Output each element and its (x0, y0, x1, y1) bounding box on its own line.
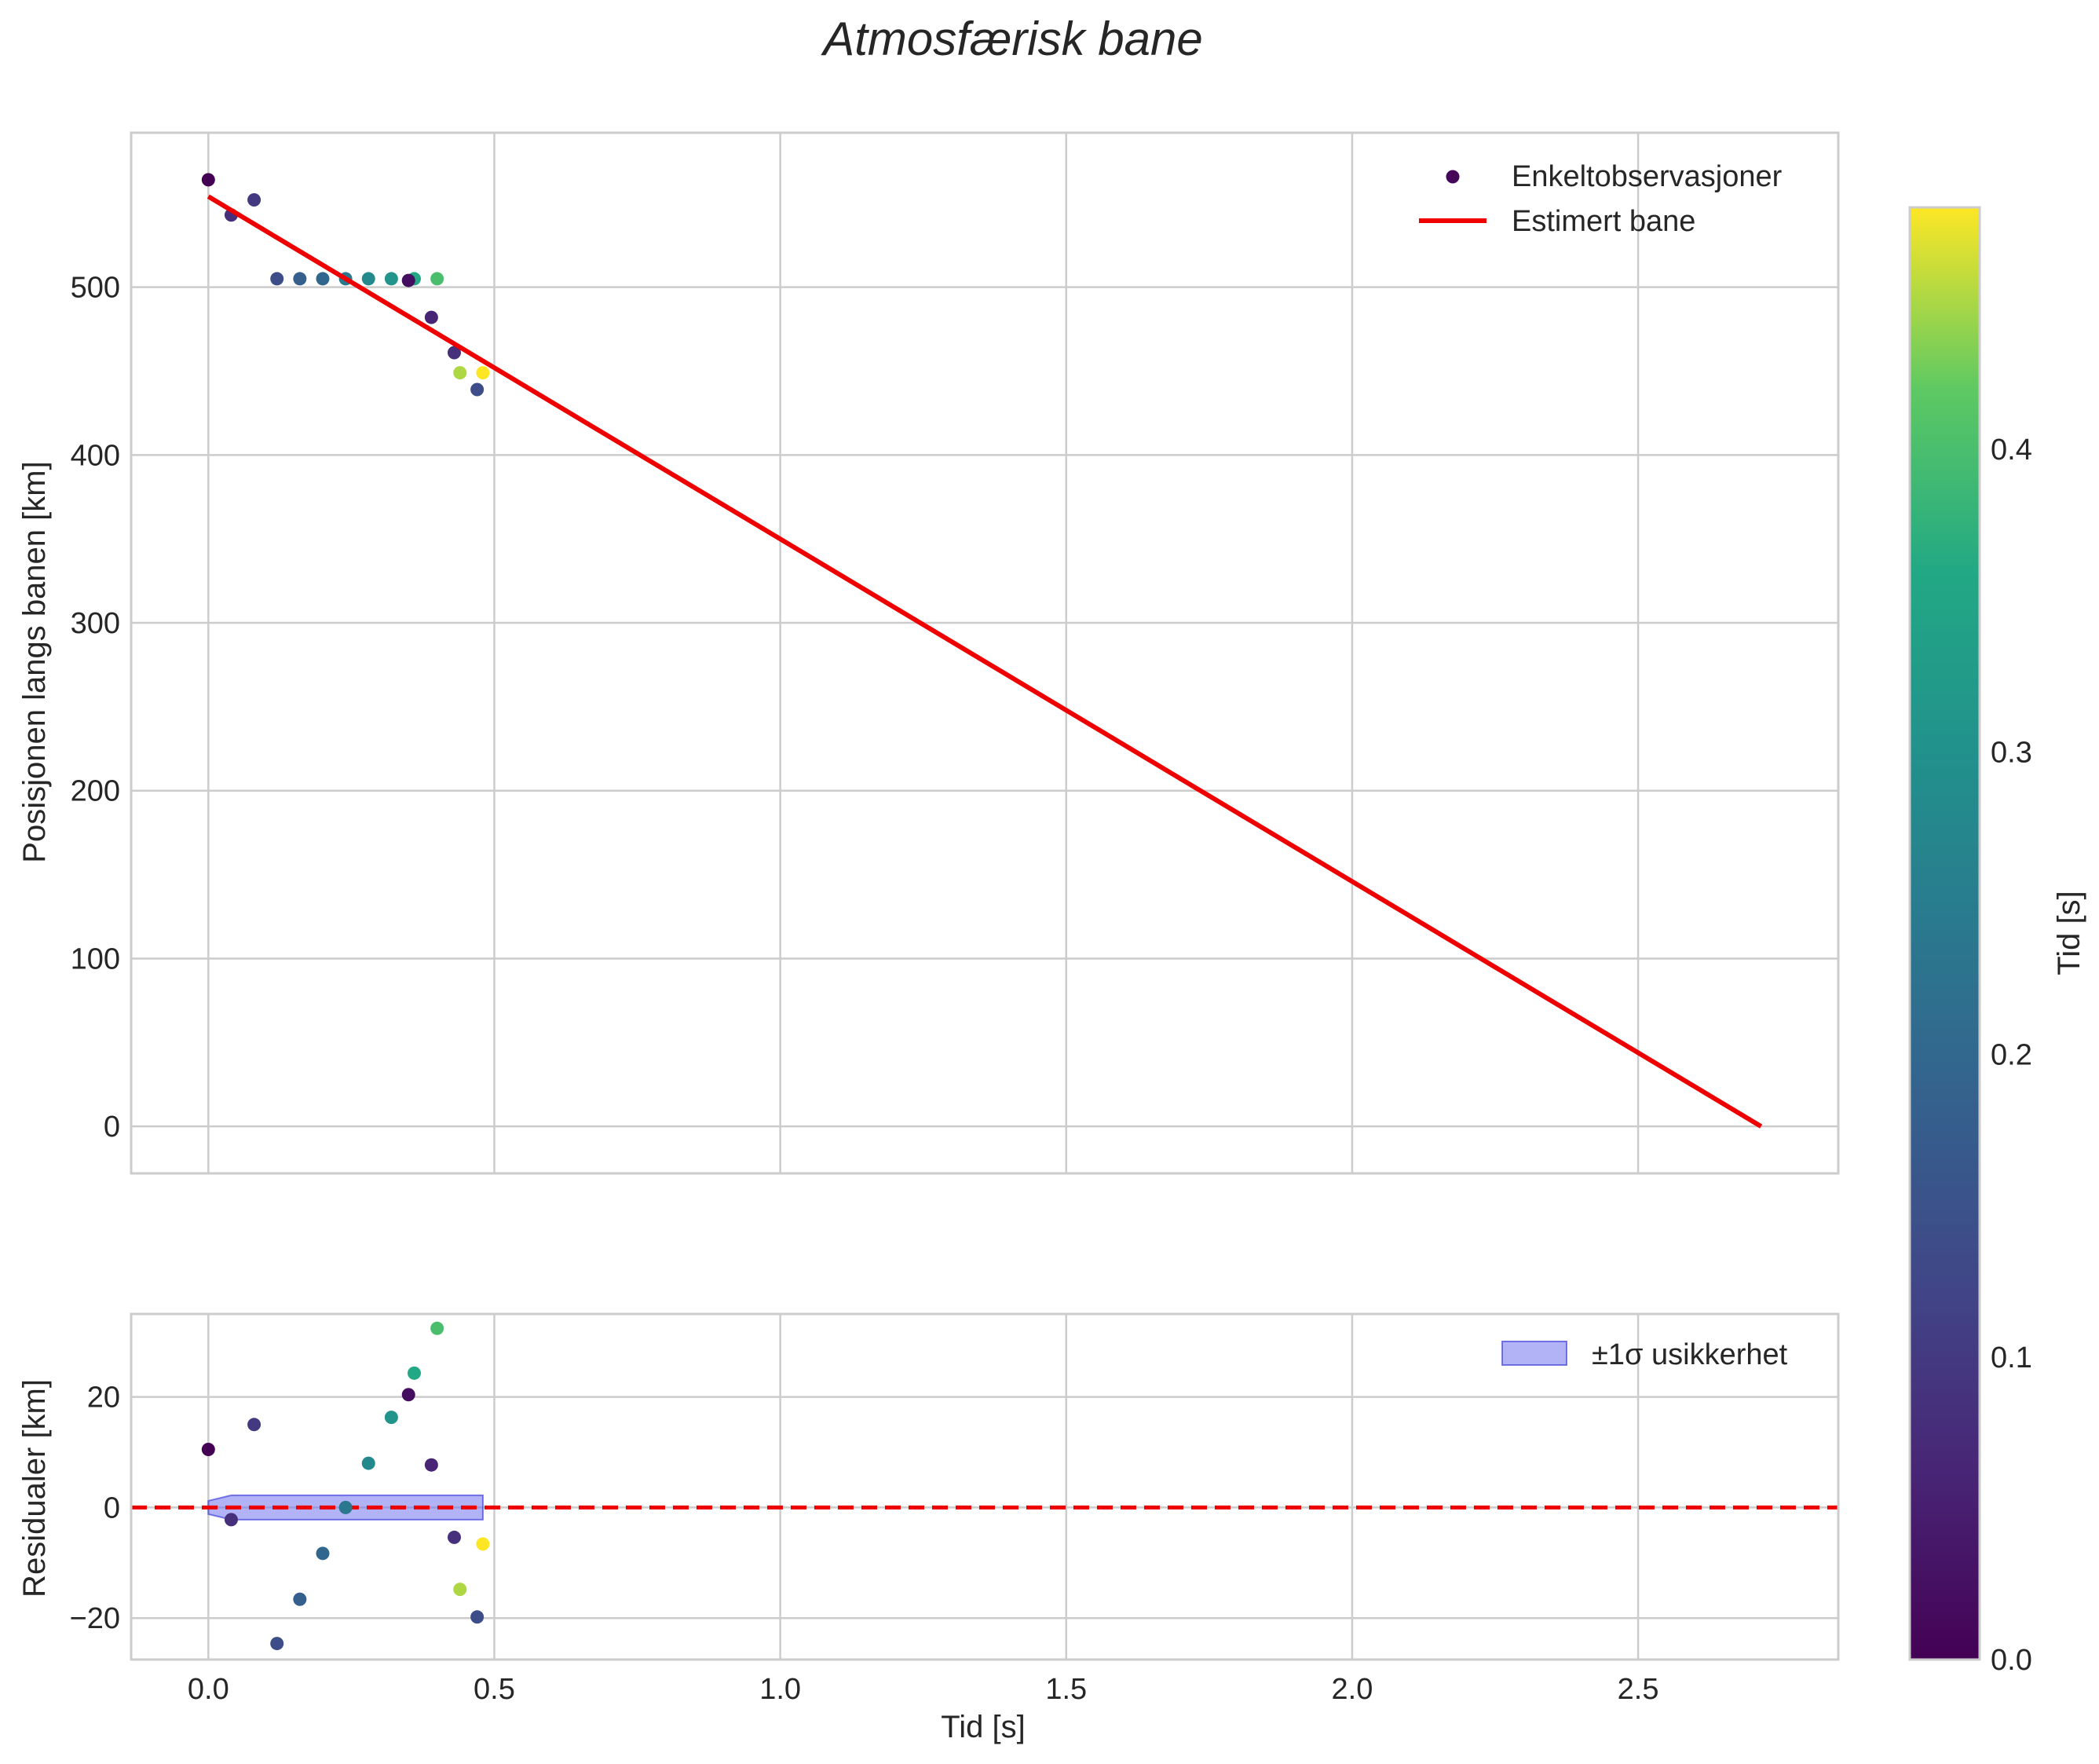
x-tick-label: 1.0 (759, 1673, 801, 1706)
observation-point (201, 173, 215, 187)
residual-panel: −20 0 20 0.0 0.5 1.0 1.5 2.0 2.5 ±1σ usikkerhet (70, 1312, 1840, 1706)
y-tick-label: 100 (71, 942, 120, 975)
residual-point (384, 1411, 398, 1425)
position-panel: 0 100 200 300 400 500 Enkeltobservasjoner Estim… (71, 131, 1840, 1175)
observation-point (293, 272, 307, 286)
x-tick-label: 2.0 (1332, 1673, 1373, 1706)
y-tick-label: 200 (71, 775, 120, 808)
residual-plot-frame (130, 1312, 1840, 1661)
residual-point (453, 1583, 467, 1597)
residual-point (293, 1592, 307, 1606)
residual-point (338, 1500, 353, 1514)
residual-point (470, 1610, 485, 1624)
y-tick-label: 0 (104, 1111, 120, 1144)
residual-point (270, 1637, 284, 1651)
observation-point (470, 382, 485, 397)
colorbar-tick-label: 0.2 (1991, 1039, 2032, 1072)
observation-point (476, 366, 490, 380)
observation-point (361, 272, 375, 286)
colorbar-tick-label: 0.4 (1991, 434, 2032, 467)
colorbar-tick-label: 0.0 (1991, 1644, 2032, 1677)
legend-scatter-marker (1446, 170, 1460, 184)
residual-point (401, 1388, 415, 1402)
colorbar-tick-label: 0.3 (1991, 736, 2032, 769)
residual-point (361, 1456, 375, 1470)
x-tick-label: 2.5 (1618, 1673, 1659, 1706)
colorbar-label: Tid [s] (2052, 891, 2086, 975)
colorbar-tick-label: 0.1 (1991, 1341, 2032, 1374)
x-tick-label: 1.5 (1045, 1673, 1087, 1706)
residual-point (476, 1537, 490, 1551)
legend-band-label: ±1σ usikkerhet (1592, 1338, 1788, 1371)
residual-point (201, 1442, 215, 1456)
residual-y-label: Residualer [km] (17, 1379, 52, 1597)
y-tick-label: 400 (71, 439, 120, 472)
observation-point (424, 310, 438, 324)
colorbar: 0.0 0.1 0.2 0.3 0.4 (1908, 206, 2032, 1677)
legend-scatter-label: Enkeltobservasjoner (1512, 160, 1783, 193)
y-tick-label: −20 (70, 1602, 120, 1635)
x-axis-label: Tid [s] (941, 1710, 1025, 1744)
estimated-trajectory-line (207, 194, 1763, 1129)
chart-title: Atmosfærisk bane (821, 13, 1203, 65)
observation-point (447, 346, 461, 360)
residual-point (447, 1530, 461, 1544)
y-tick-label: 300 (71, 607, 120, 640)
x-tick-label: 0.5 (474, 1673, 515, 1706)
colorbar-gradient (1908, 206, 1981, 1661)
y-tick-label: 20 (87, 1382, 120, 1414)
residual-point (316, 1546, 330, 1561)
x-tick-label: 0.0 (188, 1673, 229, 1706)
residual-point (424, 1458, 438, 1472)
residual-point (224, 1513, 238, 1527)
residual-point (408, 1366, 422, 1380)
observation-point (247, 192, 261, 207)
y-tick-label: 0 (104, 1491, 120, 1524)
position-plot-frame (130, 131, 1840, 1175)
legend-line-label: Estimert bane (1512, 205, 1695, 238)
observation-point (430, 272, 444, 286)
residual-point (247, 1418, 261, 1432)
observation-point (453, 366, 467, 380)
observation-point (384, 272, 398, 286)
residual-point (430, 1321, 444, 1335)
observation-point (401, 273, 415, 287)
observation-point (316, 272, 330, 286)
legend-band-marker (1501, 1341, 1567, 1366)
observation-point (270, 272, 284, 286)
y-tick-label: 500 (71, 272, 120, 305)
position-y-label: Posisjonen langs banen [km] (17, 461, 52, 862)
